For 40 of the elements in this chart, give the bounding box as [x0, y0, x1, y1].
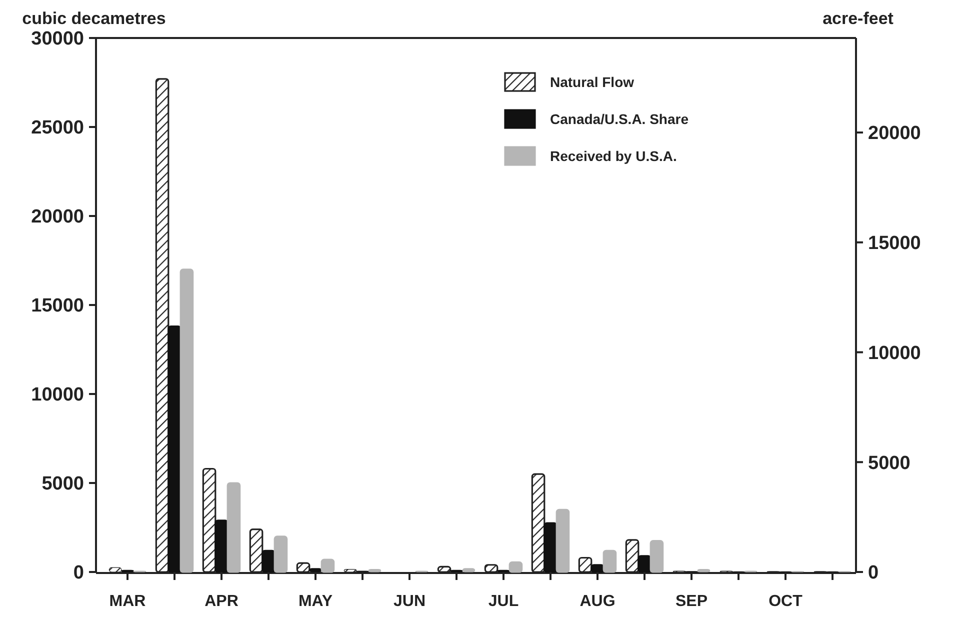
bar [508, 561, 523, 573]
y-tick-label: 30000 [31, 28, 84, 50]
y-tick-label: 20000 [31, 206, 84, 228]
x-tick-label: MAR [109, 593, 146, 610]
bar [544, 522, 558, 573]
bar [368, 569, 382, 572]
y-tick-label: 15000 [31, 296, 84, 317]
y2-axis-title: acre-feet [822, 9, 894, 28]
x-tick-label: SEP [675, 593, 708, 610]
x-tick-label: AUG [580, 593, 616, 610]
legend-label: Natural Flow [550, 74, 634, 90]
y-axis-title: cubic decametres [22, 9, 166, 28]
x-tick-label: JUL [488, 593, 519, 610]
y2-tick-label: 20000 [868, 123, 921, 144]
y-tick-label: 0 [73, 562, 84, 584]
y-tick-label: 5000 [42, 474, 84, 495]
y2-tick-label: 15000 [868, 233, 921, 254]
bar [320, 558, 335, 573]
y2-tick-label: 0 [868, 562, 879, 584]
bar [602, 550, 617, 573]
bar [274, 536, 288, 573]
y2-tick-label: 10000 [868, 342, 921, 364]
bar [168, 326, 182, 573]
x-tick-label: MAY [298, 593, 333, 610]
bar [309, 568, 322, 572]
bar [226, 482, 241, 573]
bar [180, 268, 194, 573]
x-tick-label: JUN [393, 593, 426, 610]
bar [214, 520, 228, 573]
y-tick-label: 10000 [31, 384, 84, 406]
bar [650, 540, 664, 573]
legend-label: Canada/U.S.A. Share [550, 110, 689, 127]
x-tick-label: OCT [768, 593, 803, 610]
bar [556, 508, 570, 573]
y-tick-label: 25000 [31, 118, 84, 139]
bar [697, 569, 710, 572]
x-tick-label: APR [204, 593, 239, 610]
bar [462, 568, 476, 572]
legend-label: Received by U.S.A. [550, 148, 677, 164]
y2-tick-label: 5000 [868, 452, 910, 474]
